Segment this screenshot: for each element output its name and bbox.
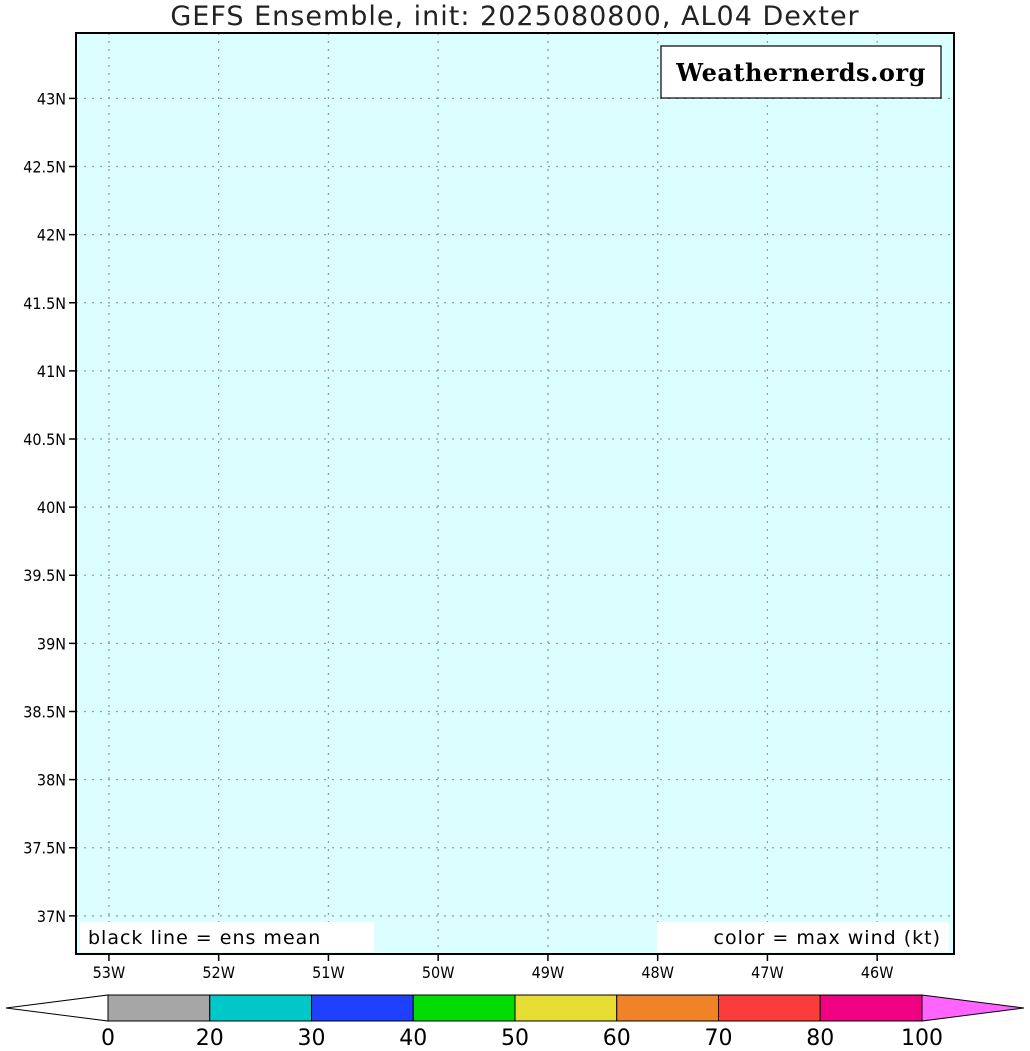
gridlines [76, 33, 954, 954]
colorbar-label: 100 [901, 1026, 943, 1051]
x-axis: 53W 52W 51W 50W 49W 48W 47W 46W [93, 954, 894, 982]
colorbar-bin [209, 994, 312, 1022]
colorbar-label: 30 [298, 1026, 326, 1051]
legend-note-left: black line = ens mean [80, 922, 374, 952]
x-tick-label: 48W [641, 963, 674, 982]
map-frame [75, 32, 955, 955]
colorbar: 0 20 30 40 50 60 70 80 100 [5, 994, 1025, 1051]
y-axis: 37N 37.5N 38N 38.5N 39N 39.5N 40N 40.5N 41N 41.5N… [23, 89, 76, 926]
y-tick-label: 39.5N [23, 566, 66, 585]
chart-title: GEFS Ensemble, init: 2025080800, AL04 De… [170, 1, 860, 32]
colorbar-bin [107, 994, 211, 1022]
colorbar-bin [412, 994, 516, 1022]
y-tick-label: 40.5N [23, 430, 66, 449]
colorbar-bin [718, 994, 821, 1022]
colorbar-bin [311, 994, 414, 1022]
x-tick-label: 49W [532, 963, 565, 982]
y-tick-label: 37.5N [23, 839, 66, 858]
y-tick-label: 38N [37, 771, 66, 790]
watermark-box: Weathernerds.org [660, 45, 942, 99]
colorbar-label: 60 [603, 1026, 631, 1051]
y-tick-label: 38.5N [23, 702, 66, 721]
colorbar-bin [514, 994, 618, 1022]
colorbar-bin [616, 994, 719, 1022]
colorbar-arrow-low [5, 994, 109, 1022]
colorbar-arrow-high [921, 994, 1025, 1022]
y-tick-label: 43N [37, 89, 66, 108]
note-ens-mean: black line = ens mean [88, 927, 321, 949]
y-tick-label: 37N [37, 907, 66, 926]
watermark-text: Weathernerds.org [675, 58, 926, 87]
y-tick-label: 42.5N [23, 158, 66, 177]
x-tick-label: 53W [93, 963, 126, 982]
map-background [76, 33, 954, 954]
x-tick-label: 51W [312, 963, 345, 982]
colorbar-label: 40 [399, 1026, 427, 1051]
y-tick-label: 42N [37, 226, 66, 245]
colorbar-label: 20 [196, 1026, 224, 1051]
x-tick-label: 47W [751, 963, 784, 982]
colorbar-label: 80 [806, 1026, 834, 1051]
colorbar-label: 70 [705, 1026, 733, 1051]
colorbar-label: 50 [501, 1026, 529, 1051]
x-tick-label: 46W [861, 963, 894, 982]
y-tick-label: 41N [37, 362, 66, 381]
x-tick-label: 52W [202, 963, 235, 982]
colorbar-bin [819, 994, 923, 1022]
x-tick-label: 50W [422, 963, 455, 982]
note-color-wind: color = max wind (kt) [714, 927, 941, 949]
y-tick-label: 41.5N [23, 294, 66, 313]
colorbar-label: 0 [101, 1026, 115, 1051]
legend-note-right: color = max wind (kt) [657, 922, 949, 952]
y-tick-label: 40N [37, 498, 66, 517]
y-tick-label: 39N [37, 634, 66, 653]
